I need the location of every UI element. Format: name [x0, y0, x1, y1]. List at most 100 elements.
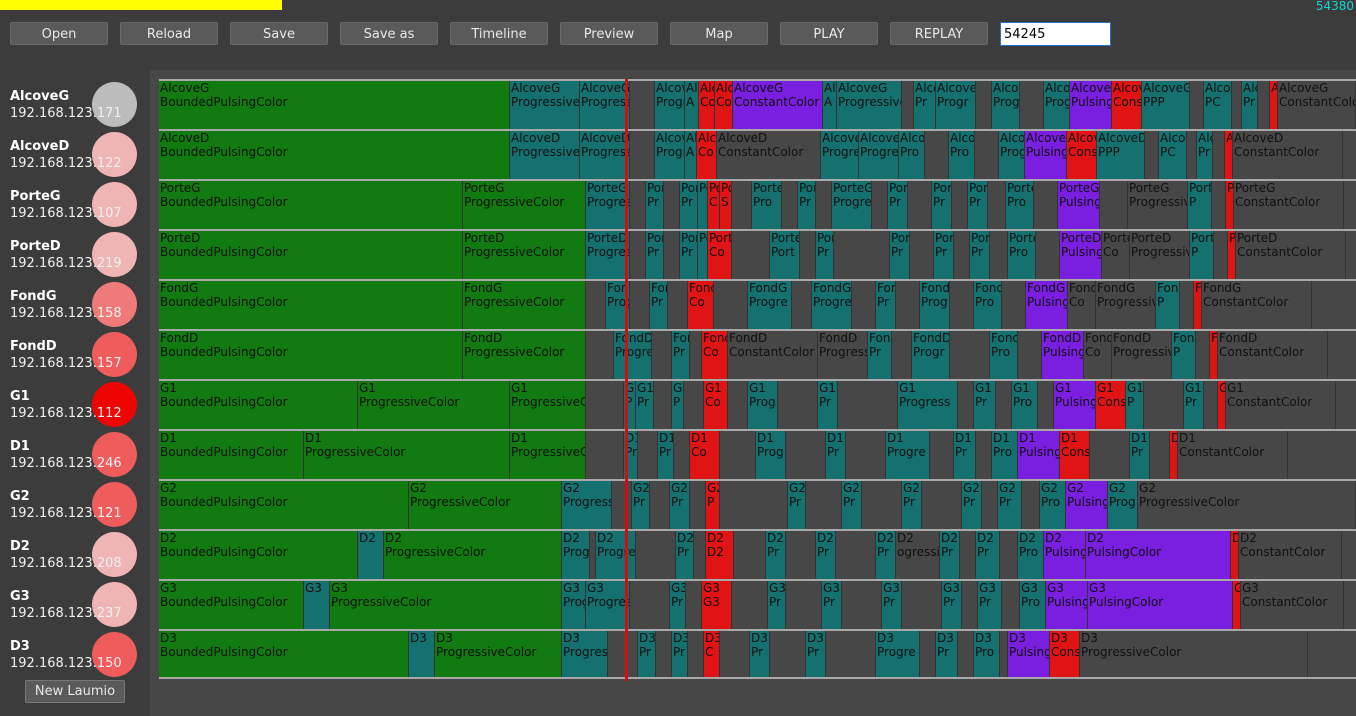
timeline-block-teal[interactable]: PorteD [698, 231, 708, 279]
new-laumio-button[interactable]: New Laumio [25, 680, 125, 703]
timeline-block-gray[interactable] [630, 81, 655, 129]
timeline-block-teal[interactable]: G3 Progres [586, 581, 630, 629]
device-row-porteg[interactable]: PorteG 192.168.123.107 [0, 170, 150, 227]
timeline-block-green[interactable]: AlcoveG BoundedPulsingColor [159, 81, 510, 129]
timeline-block-gray[interactable] [630, 231, 646, 279]
timeline-button[interactable]: Timeline [450, 22, 548, 45]
timeline-block-gray[interactable] [732, 231, 770, 279]
timeline-block-teal[interactable]: D2 Pr [766, 531, 786, 579]
timeline-panel[interactable]: AlcoveG BoundedPulsingColor AlcoveG Progres… [159, 79, 1356, 681]
timeline-block-gray[interactable] [960, 531, 976, 579]
timeline-block-gray[interactable] [608, 631, 638, 677]
timeline-block-gray[interactable] [586, 381, 624, 429]
timeline-block-teal[interactable]: AlcoveD PPP [1097, 131, 1145, 179]
open-button[interactable]: Open [10, 22, 108, 45]
timeline-block-red[interactable]: D1 [1170, 431, 1178, 479]
timeline-block-gray[interactable] [770, 631, 806, 677]
timeline-block-gray[interactable] [688, 631, 704, 677]
timeline-block-purple[interactable]: AlcoveGPulsing [1070, 81, 1112, 129]
timeline-block-teal[interactable]: AlcoveGProgressiveC [580, 81, 630, 129]
timeline-block-gray[interactable] [686, 581, 702, 629]
timeline-block-red[interactable]: G3 G3 [702, 581, 732, 629]
timeline-block-gray[interactable] [1038, 381, 1054, 429]
timeline-block-gray[interactable] [786, 531, 816, 579]
timeline-block-gray[interactable] [958, 631, 974, 677]
timeline-block-gray[interactable]: FondG ConstantColor [1202, 281, 1312, 329]
timeline-block-gray[interactable]: D1 ConstantColor [1178, 431, 1288, 479]
device-row-d3[interactable]: D3 192.168.123.150 [0, 620, 150, 677]
timeline-block-teal[interactable]: AlcoveDA [685, 131, 697, 179]
timeline-block-gray[interactable] [1212, 181, 1226, 229]
timeline-block-gray[interactable] [976, 431, 992, 479]
timeline-block-teal[interactable]: D3 Progres [562, 631, 608, 677]
timeline-block-teal[interactable]: G3 Pro [1020, 581, 1046, 629]
timeline-block-gray[interactable] [732, 181, 752, 229]
timeline-block-purple[interactable]: D1 Pulsing [1018, 431, 1060, 479]
timeline-block-red[interactable]: PorteG [1226, 181, 1234, 229]
timeline-block-gray[interactable]: FondD ConstantColor [1218, 331, 1328, 379]
timeline-block-gray[interactable] [950, 281, 974, 329]
timeline-block-green[interactable]: G2 BoundedPulsingColor [159, 481, 409, 529]
timeline-block-gray[interactable] [990, 231, 1008, 279]
timeline-block-teal[interactable]: G1 Pr [1184, 381, 1204, 429]
timeline-block-gray[interactable] [852, 281, 876, 329]
timeline-block-teal[interactable]: D2 Pr [876, 531, 896, 579]
timeline-block-gray[interactable] [816, 181, 832, 229]
track-alcoveg[interactable]: AlcoveG BoundedPulsingColor AlcoveG Progres… [159, 79, 1356, 129]
timeline-block-gray[interactable] [975, 131, 999, 179]
timeline-block-gray[interactable] [962, 581, 978, 629]
timeline-block-teal[interactable]: G1 Progress [898, 381, 958, 429]
timeline-block-gray[interactable] [892, 331, 912, 379]
timeline-block-teal[interactable]: G2 Pr [998, 481, 1022, 529]
timeline-block-gray[interactable] [996, 381, 1012, 429]
timeline-block-gray[interactable] [590, 531, 596, 579]
timeline-block-purple[interactable]: G3 Pulsing [1046, 581, 1088, 629]
timeline-block-purple[interactable]: PorteG Pulsing [1058, 181, 1100, 229]
device-row-fondd[interactable]: FondD 192.168.123.157 [0, 320, 150, 377]
timeline-block-teal[interactable]: AlcoveDProgressiveC [580, 131, 630, 179]
device-row-g1[interactable]: G1 192.168.123.112 [0, 370, 150, 427]
track-g3[interactable]: G3 BoundedPulsingColor G3 G3 ProgressiveColo… [159, 579, 1356, 629]
timeline-block-gray[interactable] [786, 431, 826, 479]
timeline-block-gray[interactable] [1000, 531, 1018, 579]
timeline-block-gray[interactable] [842, 581, 882, 629]
track-g1[interactable]: G1 BoundedPulsingColor G1 ProgressiveColor G… [159, 379, 1356, 429]
timeline-block-purple[interactable]: PorteD Pulsing [1060, 231, 1102, 279]
timeline-block-gray[interactable] [1100, 181, 1128, 229]
track-porteg[interactable]: PorteG BoundedPulsingColor PorteG Progressi… [159, 179, 1356, 229]
timeline-block-green[interactable]: D3 BoundedPulsingColor [159, 631, 409, 677]
timeline-block-teal[interactable]: G2 Progress [562, 481, 612, 529]
timeline-block-gray[interactable] [630, 181, 646, 229]
timeline-block-gray[interactable] [1018, 331, 1042, 379]
timeline-block-gray[interactable] [982, 481, 998, 529]
track-alcoved[interactable]: AlcoveD BoundedPulsingColor AlcoveD Progres… [159, 129, 1356, 179]
timeline-block-gray[interactable] [836, 531, 876, 579]
device-row-g2[interactable]: G2 192.168.123.121 [0, 470, 150, 527]
